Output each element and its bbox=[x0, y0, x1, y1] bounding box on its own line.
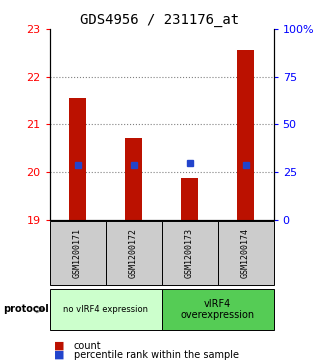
Bar bbox=[125, 138, 142, 220]
Text: GSM1200174: GSM1200174 bbox=[241, 228, 250, 278]
Bar bbox=[181, 178, 198, 220]
Text: GSM1200171: GSM1200171 bbox=[73, 228, 82, 278]
Text: protocol: protocol bbox=[3, 305, 49, 314]
Bar bbox=[50, 289, 162, 330]
Text: GSM1200173: GSM1200173 bbox=[185, 228, 194, 278]
Bar bbox=[218, 221, 274, 285]
Text: ■: ■ bbox=[54, 340, 65, 351]
Text: count: count bbox=[74, 340, 101, 351]
Bar bbox=[162, 221, 218, 285]
Bar bbox=[50, 221, 106, 285]
Bar bbox=[237, 50, 254, 220]
Text: vIRF4
overexpression: vIRF4 overexpression bbox=[180, 299, 255, 320]
Text: no vIRF4 expression: no vIRF4 expression bbox=[63, 305, 148, 314]
Bar bbox=[162, 289, 274, 330]
Text: GDS4956 / 231176_at: GDS4956 / 231176_at bbox=[80, 13, 240, 27]
Bar bbox=[106, 221, 162, 285]
Text: percentile rank within the sample: percentile rank within the sample bbox=[74, 350, 239, 360]
Text: GSM1200172: GSM1200172 bbox=[129, 228, 138, 278]
Text: ■: ■ bbox=[54, 350, 65, 360]
Bar bbox=[69, 98, 86, 220]
